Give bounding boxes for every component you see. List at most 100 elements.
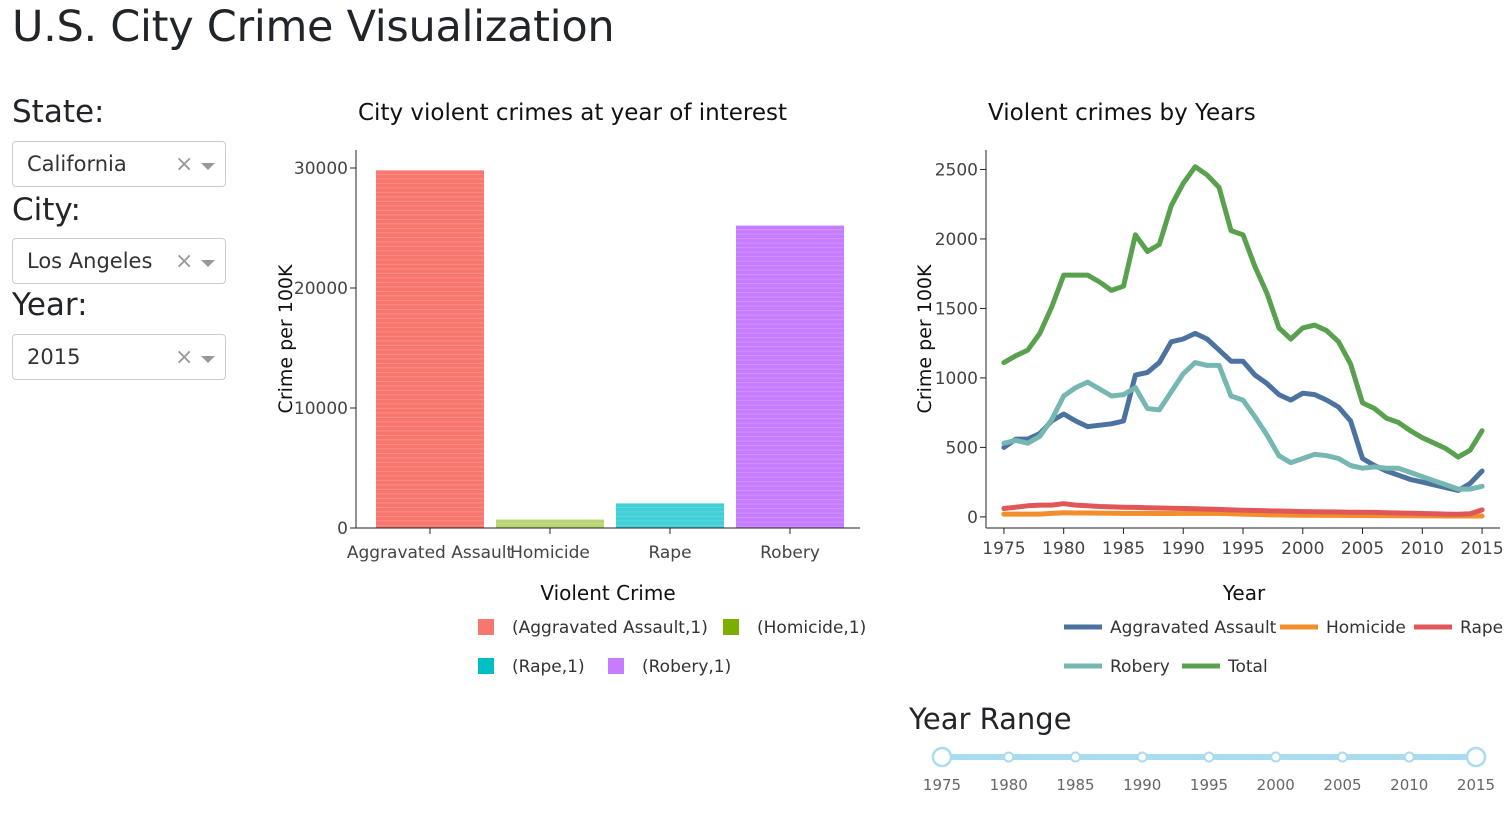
bar-chart: City violent crimes at year of interest … [275, 100, 866, 677]
bar-chart-y-axis-label: Crime per 100K [275, 264, 297, 413]
line-x-tick-label: 1995 [1221, 539, 1264, 559]
bar-legend-label: (Robery,1) [642, 657, 731, 677]
slider-mark-label[interactable]: 1985 [1056, 776, 1094, 794]
line-x-tick-label: 1990 [1162, 539, 1205, 559]
slider-dot[interactable] [1337, 751, 1348, 763]
year-range-slider[interactable]: 1975 1980 1985 1990 1995 2000 2005 2010 2015 [900, 740, 1511, 810]
line-x-tick-label: 2005 [1341, 539, 1384, 559]
line-x-tick-label: 1975 [982, 539, 1025, 559]
state-dropdown-value: California [27, 152, 127, 176]
line-legend-label: Homicide [1326, 618, 1406, 638]
slider-mark-label[interactable]: 1980 [990, 776, 1028, 794]
bar-legend-swatch [478, 619, 494, 635]
slider-handle-start[interactable] [931, 746, 953, 768]
line-x-tick-label: 1985 [1102, 539, 1145, 559]
city-label: City: [12, 192, 81, 228]
line-x-tick-label: 1980 [1042, 539, 1085, 559]
city-clear-icon[interactable]: × [175, 249, 194, 274]
city-dropdown[interactable]: Los Angeles × [12, 238, 226, 284]
slider-mark-label[interactable]: 1990 [1123, 776, 1161, 794]
slider-mark-label[interactable]: 2015 [1457, 776, 1495, 794]
state-label: State: [12, 94, 105, 130]
bar-x-tick-label: Aggravated Assault [347, 543, 514, 563]
line-legend-item-total[interactable]: Total [1182, 657, 1268, 677]
line-chart-title: Violent crimes by Years [988, 100, 1256, 126]
bar-y-tick-label: 0 [337, 519, 348, 539]
bar-x-tick-label: Rape [648, 543, 691, 563]
slider-mark-label[interactable]: 2005 [1323, 776, 1361, 794]
line-chart-y-axis-label: Crime per 100K [914, 264, 936, 413]
bar-rape[interactable] [616, 503, 724, 528]
slider-mark-label[interactable]: 1995 [1190, 776, 1228, 794]
line-x-tick-label: 2000 [1281, 539, 1324, 559]
bar-stripes-rape [616, 506, 724, 526]
slider-dot[interactable] [1003, 751, 1015, 763]
bar-legend-label: (Rape,1) [512, 657, 585, 677]
slider-mark-label[interactable]: 2010 [1390, 776, 1428, 794]
line-legend-item-aggravated-assault[interactable]: Aggravated Assault [1064, 618, 1277, 638]
slider-dot[interactable] [1203, 751, 1215, 763]
bar-legend-swatch [608, 658, 624, 674]
slider-dot[interactable] [1070, 751, 1081, 763]
bar-y-tick-label: 30000 [294, 159, 348, 179]
bar-robery[interactable] [736, 225, 844, 528]
state-dropdown[interactable]: California × [12, 141, 226, 187]
bar-legend-item-homicide-1[interactable]: (Homicide,1) [723, 618, 866, 638]
slider-mark-label[interactable]: 1975 [923, 776, 961, 794]
year-label: Year: [12, 287, 88, 323]
year-range-title: Year Range [909, 702, 1072, 736]
line-y-tick-label: 1000 [935, 369, 978, 389]
line-y-tick-label: 2500 [935, 160, 978, 180]
line-y-tick-label: 0 [967, 508, 978, 528]
bar-legend-label: (Aggravated Assault,1) [512, 618, 708, 638]
line-series-homicide[interactable] [1001, 510, 1485, 519]
line-y-tick-label: 500 [946, 438, 978, 458]
bar-homicide[interactable] [496, 519, 604, 528]
bar-legend-item-rape-1[interactable]: (Rape,1) [478, 657, 585, 677]
bar-legend-item-robery-1[interactable]: (Robery,1) [608, 657, 731, 677]
bar-x-tick-label: Robery [760, 543, 820, 563]
slider-dot[interactable] [1136, 751, 1148, 763]
line-legend-item-homicide[interactable]: Homicide [1280, 618, 1406, 638]
page-title: U.S. City Crime Visualization [12, 2, 615, 52]
line-legend-label: Aggravated Assault [1110, 618, 1277, 638]
year-chevron-down-icon[interactable] [201, 356, 215, 363]
line-x-tick-label: 2015 [1460, 539, 1503, 559]
line-series-robery[interactable] [1001, 360, 1485, 492]
line-x-tick-label: 2010 [1401, 539, 1444, 559]
slider-dot[interactable] [1270, 751, 1282, 763]
line-series-aggravated-assault[interactable] [1001, 330, 1485, 493]
year-dropdown-value: 2015 [27, 345, 81, 369]
year-dropdown[interactable]: 2015 × [12, 334, 226, 380]
line-chart: Violent crimes by Years 0 500 1000 1500 2000… [914, 100, 1504, 677]
bar-aggravated-assault[interactable] [376, 170, 484, 528]
bar-legend-item-aggravated-assault-1[interactable]: (Aggravated Assault,1) [478, 618, 708, 638]
bar-chart-title: City violent crimes at year of interest [358, 100, 787, 126]
slider-handle-end[interactable] [1465, 746, 1487, 768]
line-legend-label: Robery [1110, 657, 1170, 677]
line-legend-item-rape[interactable]: Rape [1414, 618, 1503, 638]
line-series-rape[interactable] [1001, 501, 1485, 517]
state-chevron-down-icon[interactable] [201, 163, 215, 170]
city-chevron-down-icon[interactable] [201, 260, 215, 267]
line-y-tick-label: 2000 [935, 230, 978, 250]
bar-chart-x-axis-label: Violent Crime [540, 581, 675, 605]
bar-y-tick-label: 10000 [294, 399, 348, 419]
bar-legend-swatch [478, 658, 494, 674]
line-legend-label: Total [1227, 657, 1268, 677]
year-clear-icon[interactable]: × [175, 345, 194, 370]
bar-stripes-aggravated-assault [376, 173, 484, 526]
line-legend-label: Rape [1460, 618, 1503, 638]
slider-dot[interactable] [1403, 751, 1415, 763]
line-legend-item-robery[interactable]: Robery [1064, 657, 1170, 677]
line-series-total[interactable] [1001, 164, 1485, 460]
bar-x-tick-label: Homicide [510, 543, 590, 563]
city-dropdown-value: Los Angeles [27, 249, 153, 273]
slider-mark-label[interactable]: 2000 [1257, 776, 1295, 794]
line-y-tick-label: 1500 [935, 299, 978, 319]
state-clear-icon[interactable]: × [175, 152, 194, 177]
bar-legend-swatch [723, 619, 739, 635]
bar-y-tick-label: 20000 [294, 279, 348, 299]
line-chart-x-axis-label: Year [1222, 581, 1266, 605]
bar-legend-label: (Homicide,1) [757, 618, 866, 638]
